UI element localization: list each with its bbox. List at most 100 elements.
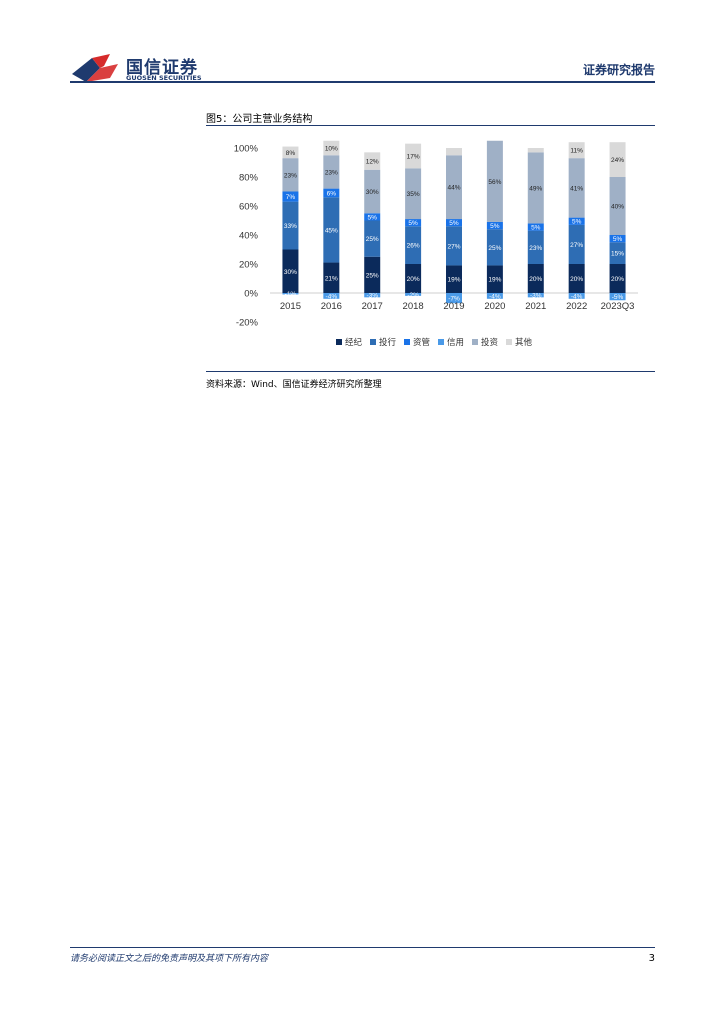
bar-segment — [323, 140, 340, 156]
data-label: 30% — [366, 189, 379, 196]
data-label: 23% — [325, 169, 338, 176]
bar-segment — [446, 219, 462, 227]
bar-segment — [282, 201, 299, 250]
data-label: 5% — [572, 219, 582, 226]
y-tick-label: 60% — [239, 202, 259, 213]
bar-segment — [323, 188, 340, 198]
data-label: -4% — [571, 293, 583, 300]
x-tick-label: 2019 — [443, 301, 464, 312]
data-label: 40% — [611, 204, 624, 211]
data-label: -5% — [612, 294, 624, 301]
company-logo: 国信证券 GUOSEN SECURITIES — [70, 52, 202, 86]
data-label: 19% — [447, 277, 460, 284]
x-tick-label: 2023Q3 — [601, 301, 635, 312]
y-tick-label: 80% — [239, 173, 259, 184]
data-label: -3% — [530, 293, 542, 300]
figure-bottom-rule — [206, 371, 655, 372]
data-label: 27% — [447, 243, 460, 250]
data-label: 20% — [570, 276, 583, 283]
y-tick-label: 100% — [234, 144, 259, 155]
figure-source: 资料来源：Wind、国信证券经济研究所整理 — [206, 380, 382, 390]
data-label: 19% — [488, 277, 501, 284]
bar-segment — [323, 293, 340, 299]
bar-segment — [364, 256, 381, 293]
data-label: 26% — [407, 243, 420, 250]
bar-segment — [446, 265, 462, 293]
bar-segment — [568, 142, 585, 159]
data-label: 5% — [408, 220, 418, 227]
bar-segment — [405, 143, 422, 169]
data-label: 5% — [531, 225, 541, 232]
bar-segment — [405, 293, 422, 296]
bar-segment — [609, 242, 626, 264]
data-label: 27% — [570, 242, 583, 249]
data-label: 20% — [611, 276, 624, 283]
bar-segment — [364, 293, 381, 298]
data-label: 5% — [490, 223, 500, 230]
bar-segment — [446, 293, 462, 304]
data-label: -2% — [407, 292, 419, 299]
x-tick-label: 2016 — [321, 301, 342, 312]
legend-swatch — [506, 339, 512, 345]
data-label: 23% — [284, 172, 297, 179]
y-tick-label: 0% — [244, 289, 258, 300]
bar-segment — [486, 140, 503, 222]
x-tick-label: 2020 — [484, 301, 505, 312]
data-label: -1% — [285, 291, 297, 298]
bar-segment — [527, 152, 544, 224]
bar-segment — [486, 229, 503, 266]
bar-segment — [405, 168, 422, 220]
data-label: 35% — [407, 191, 420, 198]
legend-swatch — [336, 339, 342, 345]
data-label: 25% — [366, 236, 379, 243]
data-label: 44% — [447, 185, 460, 192]
data-label: 5% — [449, 220, 459, 227]
y-tick-label: -20% — [236, 318, 259, 329]
bar-segment — [282, 158, 299, 192]
y-tick-label: 40% — [239, 231, 259, 242]
bar-segment — [282, 191, 299, 202]
legend-swatch — [472, 339, 478, 345]
bar-segment — [282, 146, 299, 159]
bar-segment — [609, 142, 626, 177]
bar-segment — [446, 148, 462, 156]
bar-segment — [609, 177, 626, 235]
x-tick-label: 2021 — [525, 301, 546, 312]
guosen-logo-icon — [72, 54, 118, 82]
legend-label: 信用 — [447, 337, 464, 348]
legend-swatch — [370, 339, 376, 345]
bar-segment — [486, 265, 503, 293]
bar-segment — [364, 213, 381, 221]
bar-segment — [405, 219, 422, 227]
data-label: 20% — [529, 276, 542, 283]
data-label: 5% — [613, 236, 623, 243]
footer-disclaimer: 请务必阅读正文之后的免责声明及其项下所有内容 — [70, 954, 269, 964]
bar-segment — [364, 220, 381, 257]
y-tick-label: 20% — [239, 260, 259, 271]
data-label: 21% — [325, 275, 338, 282]
bar-segment — [568, 293, 585, 299]
data-label: 10% — [325, 146, 338, 153]
data-label: 25% — [488, 245, 501, 252]
bar-segment — [568, 264, 585, 293]
bar-segment — [323, 262, 340, 293]
bar-segment — [282, 249, 299, 293]
data-label: -4% — [489, 293, 501, 300]
data-label: 5% — [368, 214, 378, 221]
data-label: -4% — [326, 293, 338, 300]
data-label: 8% — [286, 150, 296, 157]
data-label: 20% — [407, 276, 420, 283]
legend-label: 经纪 — [345, 337, 363, 348]
x-tick-label: 2018 — [403, 301, 424, 312]
bar-segment — [364, 169, 381, 214]
legend-label: 其他 — [515, 337, 533, 348]
data-label: 25% — [366, 272, 379, 279]
bar-segment — [527, 223, 544, 231]
bar-segment — [323, 197, 340, 263]
legend-label: 投资 — [481, 337, 499, 348]
bar-segment — [486, 293, 503, 299]
data-label: -3% — [366, 293, 378, 300]
data-label: 6% — [327, 190, 337, 197]
bar-segment — [527, 293, 544, 298]
legend-label: 投行 — [379, 337, 397, 348]
